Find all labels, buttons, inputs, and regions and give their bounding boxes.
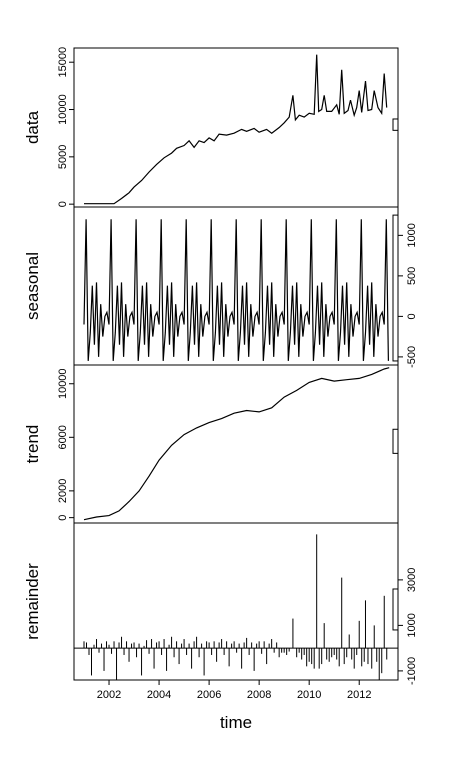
seasonal-series-line [83, 219, 389, 361]
trend-y-tick-label: 0 [57, 515, 69, 521]
remainder-y-tick-label: 1000 [406, 613, 418, 637]
x-tick-label: 2002 [97, 689, 121, 701]
trend-panel-frame [73, 364, 399, 524]
data-y-tick-label: 15000 [57, 47, 69, 78]
x-tick-label: 2008 [247, 689, 271, 701]
x-tick-label: 2010 [297, 689, 321, 701]
x-axis-label: time [220, 713, 252, 732]
trend-scale-bar [392, 428, 399, 454]
data-scale-bar [392, 118, 399, 131]
seasonal-y-tick-label: 1000 [406, 223, 418, 247]
data-panel-frame [73, 47, 399, 208]
trend-y-tick-label: 10000 [57, 368, 69, 399]
panel-data: data 0 5000 10000 15000 [23, 47, 399, 208]
data-y-tick-label: 0 [57, 201, 69, 207]
x-tick-label: 2012 [347, 689, 371, 701]
trend-y-tick-label: 2000 [57, 479, 69, 503]
trend-panel-label: trend [23, 425, 42, 464]
x-axis: 2002 2004 2006 2008 2010 2012 [97, 680, 371, 701]
remainder-y-tick-label: -1000 [406, 657, 418, 685]
data-panel-label: data [23, 110, 42, 144]
remainder-scale-bar [392, 588, 399, 631]
remainder-y-tick-label: 3000 [406, 568, 418, 592]
data-y-tick-label: 5000 [57, 145, 69, 169]
x-tick-label: 2006 [197, 689, 221, 701]
x-tick-label: 2004 [147, 689, 171, 701]
seasonal-y-tick-label: 500 [406, 267, 418, 285]
data-y-tick-label: 10000 [57, 94, 69, 125]
data-series-line [84, 54, 388, 205]
seasonal-scale-bar [392, 214, 399, 362]
seasonal-panel-label: seasonal [23, 252, 42, 320]
remainder-panel-label: remainder [23, 563, 42, 640]
seasonal-y-tick-label: 0 [406, 313, 418, 319]
panel-remainder: remainder -1000 1000 3000 [23, 522, 418, 685]
trend-y-tick-label: 6000 [57, 425, 69, 449]
seasonal-y-tick-label: -500 [406, 346, 418, 368]
trend-series-line [83, 367, 390, 521]
remainder-panel-frame [73, 522, 399, 681]
panel-seasonal: seasonal -500 0 500 1000 [23, 206, 418, 368]
panel-trend: trend 0 2000 6000 10000 [23, 364, 399, 524]
chart-panels: data050001000015000seasonal-50005001000t… [23, 47, 418, 685]
